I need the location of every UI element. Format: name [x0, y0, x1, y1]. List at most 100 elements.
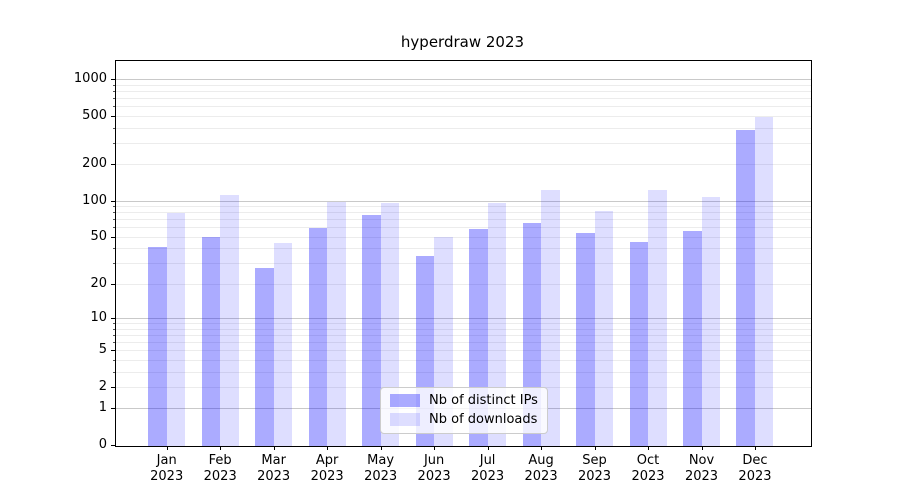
major-gridline [116, 79, 811, 81]
x-tick-mark [220, 446, 222, 450]
x-tick-mark [273, 446, 275, 450]
y-tick-mark [111, 408, 115, 410]
y-tick-label: 2 [98, 378, 107, 394]
y-tick-mark [111, 236, 115, 238]
x-tick-label: Oct 2023 [631, 453, 665, 484]
y-minor-tick-mark [112, 323, 115, 325]
y-minor-tick-mark [112, 84, 115, 86]
major-gridline [116, 318, 811, 320]
y-minor-tick-mark [112, 219, 115, 221]
y-tick-mark [111, 386, 115, 388]
bar-distinct-ips-mar [255, 267, 274, 446]
bar-distinct-ips-may [362, 214, 381, 446]
bar-downloads-sep [594, 210, 614, 446]
legend-row-distinct-ips: Nb of distinct IPs [390, 393, 538, 408]
bar-downloads-mar [273, 243, 293, 446]
bar-downloads-jul [487, 203, 507, 446]
x-tick-mark [541, 446, 543, 450]
y-minor-tick-mark [112, 127, 115, 129]
minor-gridline [116, 248, 811, 250]
plot-area: Nb of distinct IPs Nb of downloads [115, 60, 812, 447]
y-tick-label: 1 [98, 400, 107, 416]
y-tick-label: 0 [98, 437, 107, 452]
bar-downloads-feb [220, 195, 239, 446]
x-tick-label: Apr 2023 [310, 453, 344, 484]
bar-downloads-aug [541, 190, 560, 446]
minor-gridline [116, 359, 811, 361]
y-minor-tick-mark [112, 263, 115, 265]
x-tick-mark [701, 446, 703, 450]
y-minor-tick-mark [112, 248, 115, 250]
legend-swatch-downloads [390, 413, 420, 426]
x-tick-mark [648, 446, 650, 450]
bar-distinct-ips-oct [629, 242, 649, 446]
bar-distinct-ips-feb [201, 236, 221, 446]
y-minor-tick-mark [112, 91, 115, 93]
minor-gridline [116, 371, 811, 373]
x-tick-mark [166, 446, 168, 450]
y-minor-tick-mark [112, 341, 115, 343]
minor-gridline [116, 115, 811, 117]
minor-gridline [116, 328, 811, 330]
minor-gridline [116, 227, 811, 229]
y-tick-mark [111, 164, 115, 166]
legend-label-downloads: Nb of downloads [429, 412, 538, 427]
y-tick-label: 5 [98, 342, 107, 358]
y-tick-mark [111, 200, 115, 202]
x-tick-label: Jan 2023 [150, 453, 184, 484]
legend-row-downloads: Nb of downloads [390, 412, 538, 427]
minor-gridline [116, 341, 811, 343]
x-tick-mark [487, 446, 489, 450]
minor-gridline [116, 212, 811, 214]
x-tick-mark [754, 446, 756, 450]
major-gridline [116, 200, 811, 202]
minor-gridline [116, 236, 811, 238]
minor-gridline [116, 323, 811, 325]
y-tick-mark [111, 318, 115, 320]
y-minor-tick-mark [112, 334, 115, 336]
y-minor-tick-mark [112, 142, 115, 144]
legend-swatch-distinct-ips [390, 394, 420, 407]
y-minor-tick-mark [112, 371, 115, 373]
minor-gridline [116, 106, 811, 108]
x-tick-label: Aug 2023 [524, 453, 558, 484]
minor-gridline [116, 334, 811, 336]
y-minor-tick-mark [112, 106, 115, 108]
bar-downloads-jan [166, 213, 186, 446]
bar-downloads-dec [754, 116, 774, 446]
bar-distinct-ips-sep [576, 232, 595, 446]
y-minor-tick-mark [112, 328, 115, 330]
y-tick-mark [111, 283, 115, 285]
x-tick-label: Feb 2023 [203, 453, 237, 484]
y-tick-label: 1000 [73, 71, 107, 87]
x-tick-label: Nov 2023 [684, 453, 719, 484]
legend: Nb of distinct IPs Nb of downloads [380, 387, 548, 434]
y-tick-mark [111, 445, 115, 446]
x-tick-label: Sep 2023 [577, 453, 612, 484]
minor-gridline [116, 142, 811, 144]
gridline-layer [116, 61, 811, 446]
x-tick-mark [380, 446, 382, 450]
bar-downloads-oct [648, 189, 667, 446]
minor-gridline [116, 350, 811, 352]
minor-gridline [116, 84, 811, 86]
x-tick-label: Mar 2023 [257, 453, 291, 484]
bar-distinct-ips-apr [308, 228, 328, 446]
x-tick-label: May 2023 [364, 453, 398, 484]
x-tick-mark [327, 446, 329, 450]
minor-gridline [116, 283, 811, 285]
x-tick-label: Jul 2023 [471, 453, 505, 484]
minor-gridline [116, 164, 811, 166]
y-minor-tick-mark [112, 98, 115, 100]
minor-gridline [116, 127, 811, 129]
bars-layer [116, 61, 811, 446]
y-tick-label: 50 [90, 228, 107, 244]
y-tick-mark [111, 115, 115, 117]
legend-label-distinct-ips: Nb of distinct IPs [429, 393, 538, 408]
bar-distinct-ips-jan [148, 246, 167, 446]
minor-gridline [116, 219, 811, 221]
x-tick-mark [594, 446, 596, 450]
minor-gridline [116, 206, 811, 208]
chart-title: hyperdraw 2023 [400, 33, 525, 51]
minor-gridline [116, 91, 811, 93]
